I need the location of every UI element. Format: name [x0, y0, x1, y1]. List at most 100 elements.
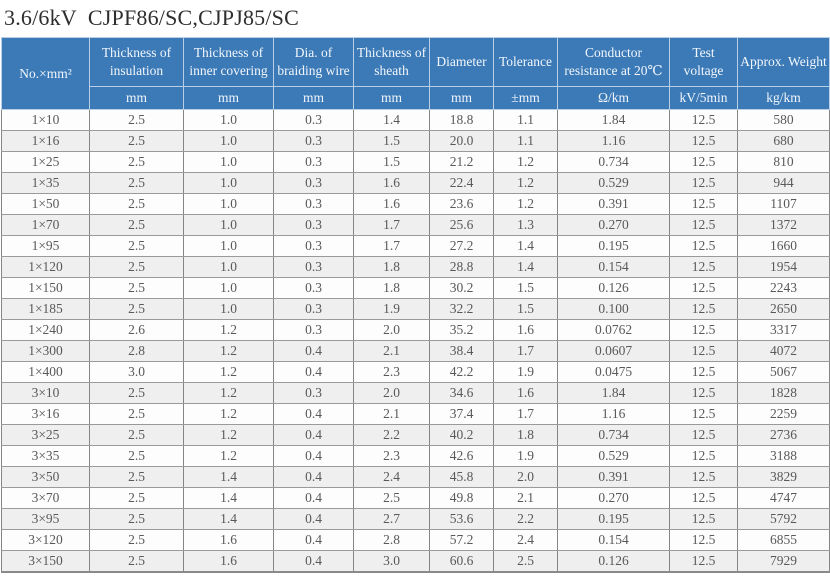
table-cell: 34.6 — [429, 382, 494, 404]
table-cell: 1.4 — [183, 466, 274, 488]
table-cell: 1×300 — [1, 340, 90, 362]
table-cell: 12.5 — [669, 193, 738, 215]
table-cell: 23.6 — [429, 193, 494, 215]
table-cell: 32.2 — [429, 298, 494, 320]
table-cell: 2.0 — [493, 466, 558, 488]
table-cell: 2.5 — [89, 235, 184, 257]
table-row: 3×25 2.5 1.2 0.4 2.2 40.2 1.8 0.734 12.5 2736 — [1, 424, 830, 446]
table-cell: 2.7 — [353, 508, 430, 530]
table-cell: 12.5 — [669, 319, 738, 341]
col-unit-insulation-thickness: mm — [89, 86, 184, 110]
table-cell: 12.5 — [669, 466, 738, 488]
table-row: 1×70 2.5 1.0 0.3 1.7 25.6 1.3 0.270 12.5 1372 — [1, 214, 830, 236]
table-cell: 0.100 — [557, 298, 670, 320]
table-cell: 3×95 — [1, 508, 90, 530]
table-cell: 2.3 — [353, 445, 430, 467]
table-row: 1×95 2.5 1.0 0.3 1.7 27.2 1.4 0.195 12.5 1660 — [1, 235, 830, 257]
table-cell: 3×35 — [1, 445, 90, 467]
table-cell: 2.3 — [353, 361, 430, 383]
table-cell: 1×10 — [1, 109, 90, 131]
table-cell: 1.0 — [183, 151, 274, 173]
table-row: 3×95 2.5 1.4 0.4 2.7 53.6 2.2 0.195 12.5 5792 — [1, 508, 830, 530]
table-cell: 12.5 — [669, 130, 738, 152]
table-cell: 1.6 — [183, 529, 274, 551]
table-cell: 12.5 — [669, 529, 738, 551]
table-cell: 1×70 — [1, 214, 90, 236]
table-cell: 5067 — [737, 361, 830, 383]
table-cell: 0.3 — [273, 172, 354, 194]
table-cell: 1.4 — [353, 109, 430, 131]
table-cell: 53.6 — [429, 508, 494, 530]
col-header-approx-weight: Approx. Weight — [737, 37, 830, 87]
table-cell: 580 — [737, 109, 830, 131]
table-cell: 30.2 — [429, 277, 494, 299]
table-cell: 12.5 — [669, 340, 738, 362]
table-row: 1×240 2.6 1.2 0.3 2.0 35.2 1.6 0.0762 12.5 3317 — [1, 319, 830, 341]
table-cell: 1.6 — [493, 382, 558, 404]
table-cell: 27.2 — [429, 235, 494, 257]
table-cell: 2.5 — [89, 214, 184, 236]
col-header-diameter: Diameter — [429, 37, 494, 87]
table-cell: 0.4 — [273, 424, 354, 446]
table-cell: 0.4 — [273, 403, 354, 425]
table-row: 3×10 2.5 1.2 0.3 2.0 34.6 1.6 1.84 12.5 1828 — [1, 382, 830, 404]
table-cell: 1×25 — [1, 151, 90, 173]
table-cell: 1.5 — [353, 130, 430, 152]
table-cell: 1.2 — [493, 172, 558, 194]
table-cell: 0.270 — [557, 487, 670, 509]
table-cell: 45.8 — [429, 466, 494, 488]
table-cell: 3×50 — [1, 466, 90, 488]
table-cell: 2.0 — [353, 319, 430, 341]
table-cell: 12.5 — [669, 487, 738, 509]
table-cell: 1.2 — [493, 193, 558, 215]
page-title: 3.6/6kV CJPF86/SC,CJPJ85/SC — [4, 5, 299, 30]
table-cell: 3317 — [737, 319, 830, 341]
table-cell: 2.5 — [89, 466, 184, 488]
table-row: 1×300 2.8 1.2 0.4 2.1 38.4 1.7 0.0607 12.5 4072 — [1, 340, 830, 362]
table-cell: 1.2 — [183, 340, 274, 362]
table-cell: 2.5 — [493, 550, 558, 573]
table-cell: 1.0 — [183, 235, 274, 257]
table-cell: 944 — [737, 172, 830, 194]
table-cell: 1.0 — [183, 109, 274, 131]
table-cell: 2259 — [737, 403, 830, 425]
table-cell: 1.6 — [353, 172, 430, 194]
table-cell: 12.5 — [669, 508, 738, 530]
table-cell: 2.6 — [89, 319, 184, 341]
table-cell: 1.4 — [183, 487, 274, 509]
col-unit-tolerance: ±mm — [493, 86, 558, 110]
table-cell: 2.5 — [89, 172, 184, 194]
table-cell: 1.5 — [493, 277, 558, 299]
table-cell: 38.4 — [429, 340, 494, 362]
table-cell: 0.126 — [557, 550, 670, 573]
table-cell: 0.4 — [273, 529, 354, 551]
table-row: 1×400 3.0 1.2 0.4 2.3 42.2 1.9 0.0475 12.5 5067 — [1, 361, 830, 383]
table-cell: 1.7 — [493, 403, 558, 425]
table-cell: 2.5 — [89, 487, 184, 509]
table-cell: 0.734 — [557, 151, 670, 173]
table-cell: 12.5 — [669, 214, 738, 236]
table-cell: 2650 — [737, 298, 830, 320]
table-cell: 42.6 — [429, 445, 494, 467]
col-header-sheath-thickness: Thickness of sheath — [353, 37, 430, 87]
table-cell: 1.16 — [557, 130, 670, 152]
table-cell: 2.5 — [89, 550, 184, 573]
table-cell: 1.8 — [493, 424, 558, 446]
table-cell: 3.0 — [89, 361, 184, 383]
table-cell: 1.7 — [353, 214, 430, 236]
table-cell: 0.4 — [273, 361, 354, 383]
table-cell: 0.4 — [273, 466, 354, 488]
table-cell: 2736 — [737, 424, 830, 446]
table-cell: 1.4 — [493, 235, 558, 257]
table-cell: 1.9 — [353, 298, 430, 320]
table-row: 3×16 2.5 1.2 0.4 2.1 37.4 1.7 1.16 12.5 2259 — [1, 403, 830, 425]
table-cell: 1.4 — [493, 256, 558, 278]
table-cell: 2.5 — [89, 130, 184, 152]
table-cell: 0.4 — [273, 550, 354, 573]
table-cell: 2.5 — [353, 487, 430, 509]
table-cell: 37.4 — [429, 403, 494, 425]
table-cell: 0.0762 — [557, 319, 670, 341]
table-cell: 1107 — [737, 193, 830, 215]
table-cell: 0.3 — [273, 193, 354, 215]
col-unit-diameter: mm — [429, 86, 494, 110]
